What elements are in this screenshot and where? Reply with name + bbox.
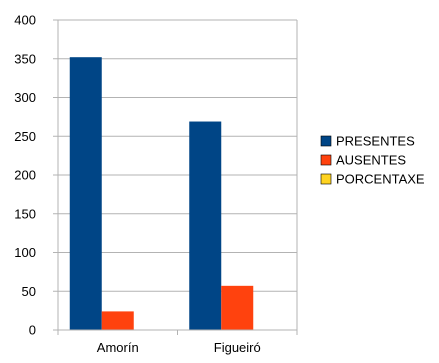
bar-presentes-0 [69,57,102,330]
x-category-label: Figueiró [214,340,261,355]
y-tick-label: 400 [14,13,36,28]
legend-label-presentes: PRESENTES [336,134,415,149]
bars [69,57,286,331]
legend-label-porcentaxe: PORCENTAXE [336,172,425,187]
y-tick-label: 100 [14,245,36,260]
y-tick-label: 200 [14,168,36,183]
axes [53,19,298,335]
y-tick-label: 350 [14,51,36,66]
x-category-labels: Amorín Figueiró [97,340,261,355]
legend-swatch-presentes [320,135,332,147]
bar-ausentes-1 [221,285,254,330]
y-tick-label: 0 [29,323,36,338]
x-category-label: Amorín [97,340,139,355]
legend-swatch-ausentes [320,154,332,166]
y-tick-label: 300 [14,90,36,105]
legend: PRESENTES AUSENTES PORCENTAXE [320,134,425,187]
bar-ausentes-0 [101,311,134,330]
y-tick-label: 150 [14,206,36,221]
bar-presentes-1 [189,121,222,331]
legend-swatch-porcentaxe [320,173,332,185]
y-tick-label: 250 [14,129,36,144]
y-tick-labels: 0 50 100 150 200 250 300 350 400 [14,13,36,338]
y-tick-label: 50 [22,284,36,299]
legend-label-ausentes: AUSENTES [336,153,406,168]
